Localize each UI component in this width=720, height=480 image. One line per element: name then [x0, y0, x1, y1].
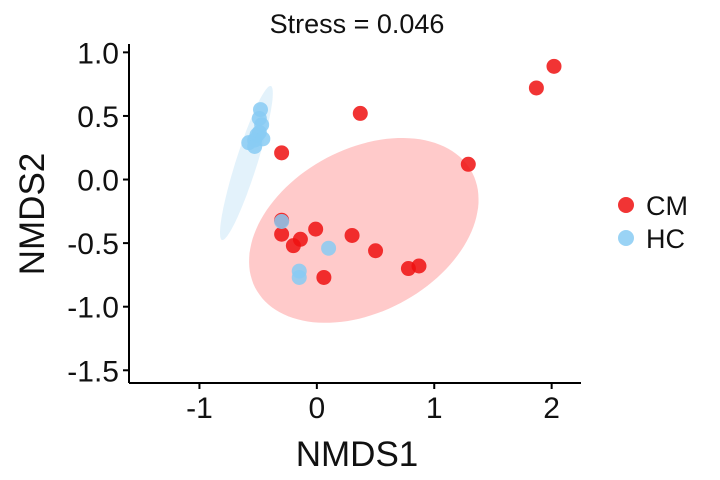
legend-label-hc: HC: [646, 224, 685, 254]
point-cm-2: [352, 105, 368, 121]
y-axis-title: NMDS2: [13, 153, 52, 276]
x-tick-label-3: 2: [543, 392, 560, 425]
point-cm-11: [368, 243, 384, 259]
x-tick-label-2: 1: [426, 392, 443, 425]
point-cm-13: [411, 258, 427, 274]
y-tick-label-4: -1.0: [67, 292, 119, 325]
legend-key-hc: [618, 230, 634, 246]
point-cm-10: [344, 227, 360, 243]
point-hc-12: [274, 213, 290, 229]
point-hc-11: [321, 240, 337, 256]
chart-title: Stress = 0.046: [270, 9, 445, 39]
y-tick-label-1: 0.5: [77, 101, 119, 134]
x-tick-label-0: -1: [186, 392, 213, 425]
point-cm-1: [528, 80, 544, 96]
x-tick-label-1: 0: [309, 392, 326, 425]
axes: -1 0 1 2 1.0 0.5 0.0 -0.5 -1.0 -1.5: [67, 37, 581, 425]
points-layer: [241, 58, 562, 285]
y-tick-label-0: 1.0: [77, 37, 119, 70]
point-hc-8: [247, 138, 263, 154]
point-cm-0: [546, 58, 562, 74]
point-cm-6: [274, 226, 290, 242]
legend-key-cm: [618, 197, 634, 213]
legend-label-cm: CM: [646, 191, 688, 221]
point-cm-4: [274, 145, 290, 161]
x-axis-title: NMDS1: [296, 435, 419, 474]
point-hc-10: [291, 269, 307, 285]
point-cm-14: [316, 269, 332, 285]
point-cm-9: [308, 221, 324, 237]
point-cm-3: [460, 156, 476, 172]
y-tick-label-5: -1.5: [67, 355, 119, 388]
y-tick-label-3: -0.5: [67, 228, 119, 261]
point-cm-8: [292, 231, 308, 247]
y-tick-label-2: 0.0: [77, 165, 119, 198]
